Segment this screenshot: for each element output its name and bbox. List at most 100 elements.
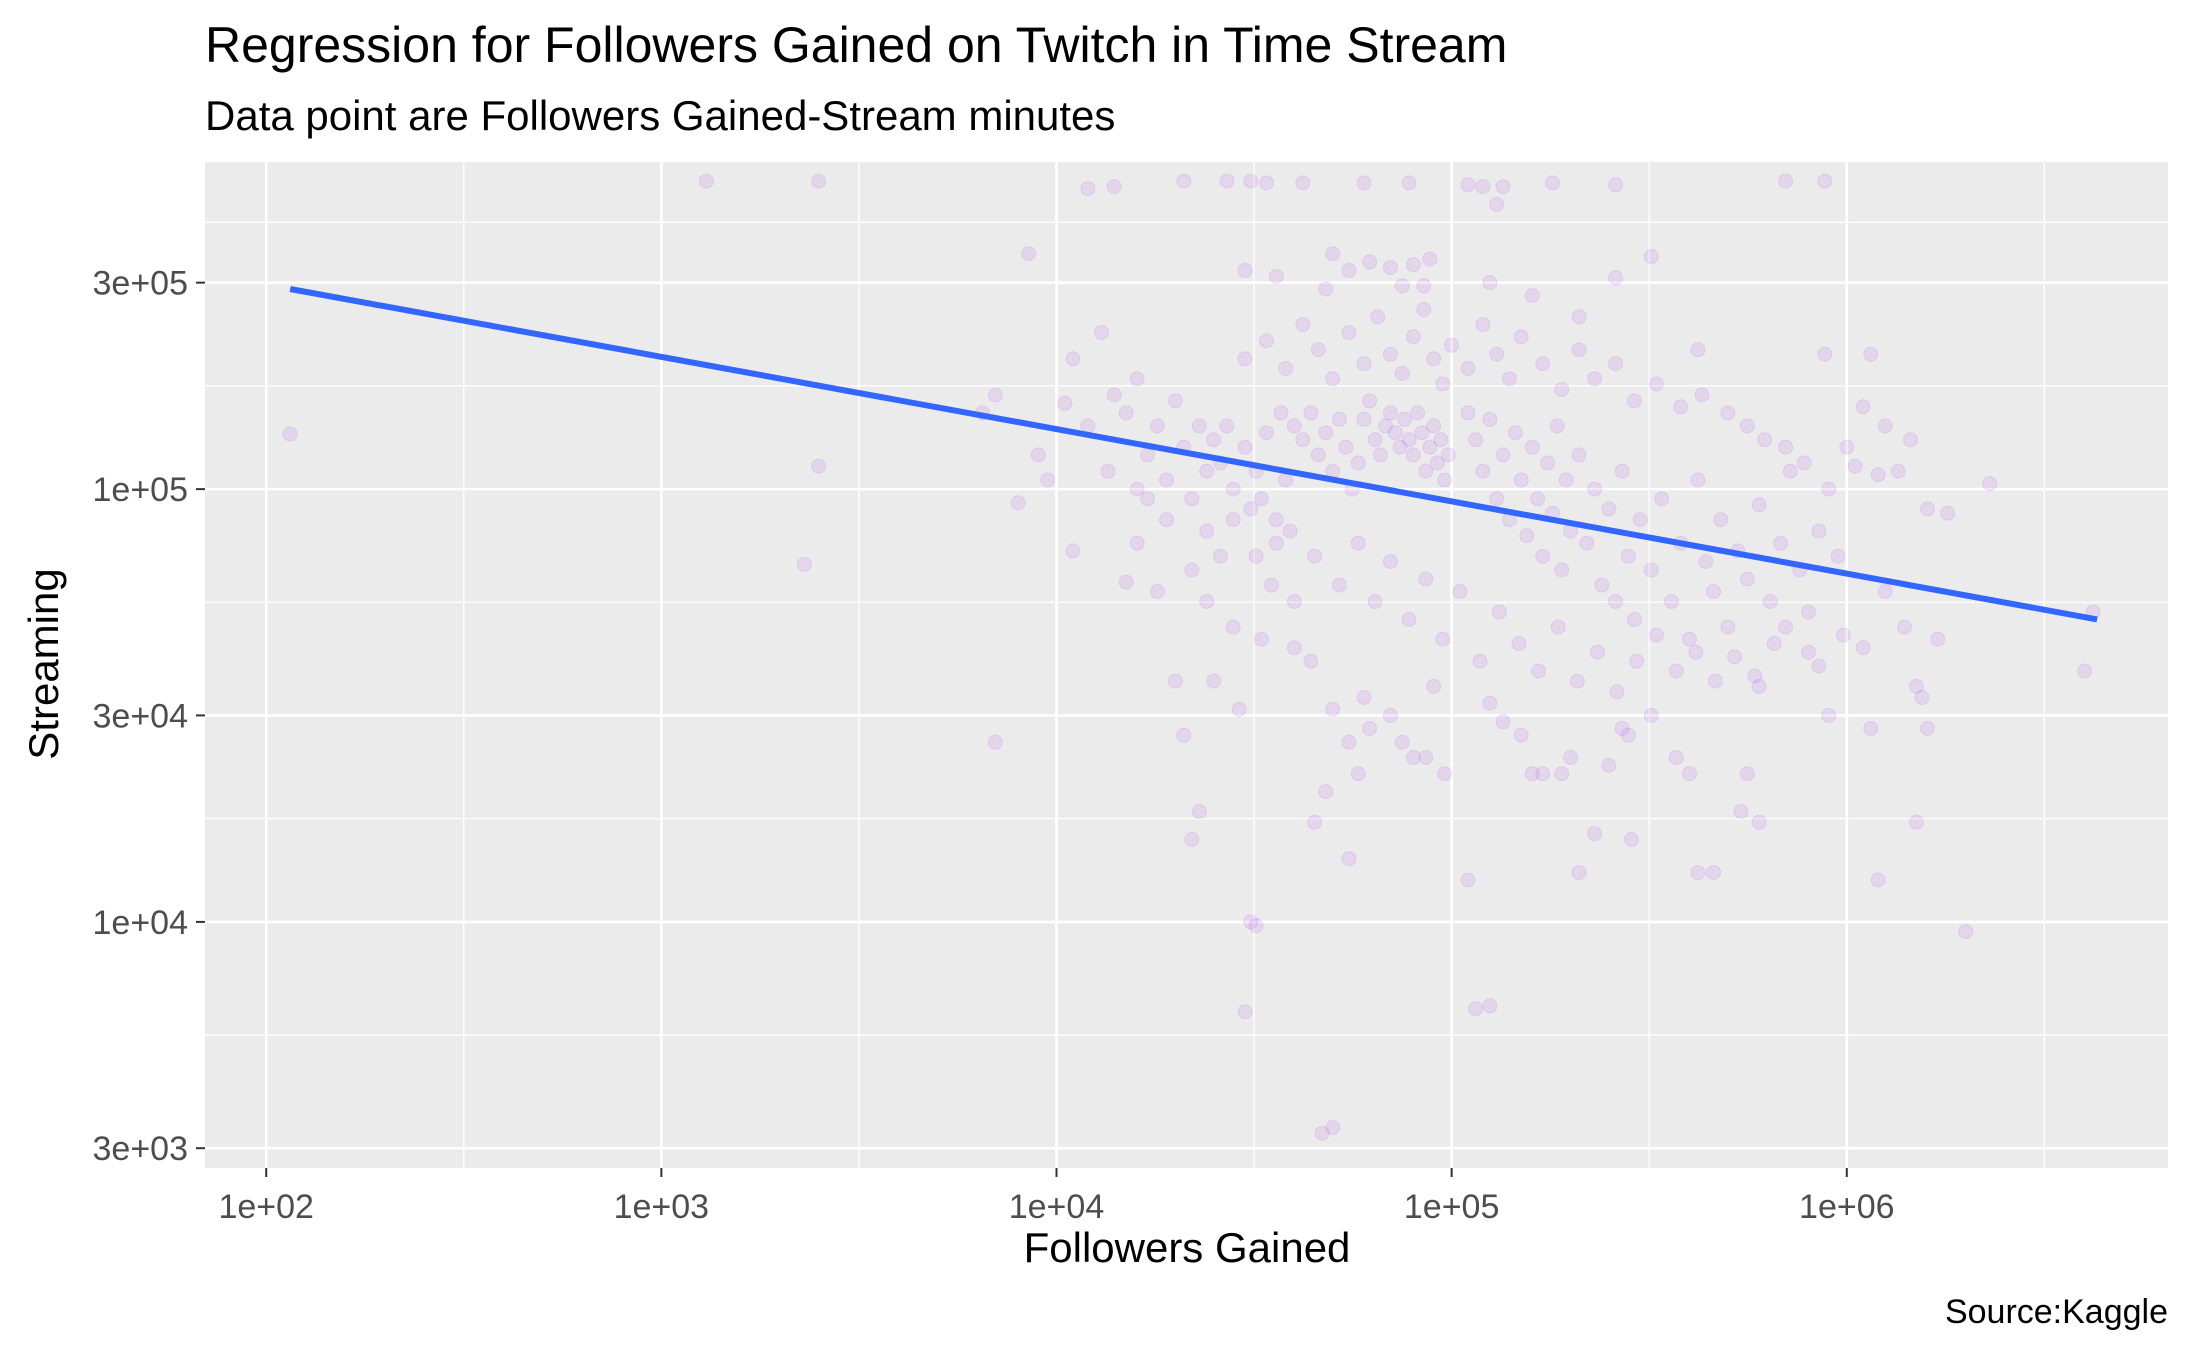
scatter-point — [1394, 366, 1410, 381]
chart-title: Regression for Followers Gained on Twitc… — [205, 17, 1507, 73]
scatter-point — [1394, 734, 1410, 750]
scatter-point — [1940, 505, 1956, 521]
scatter-point — [1608, 270, 1624, 286]
scatter-point — [1472, 653, 1488, 669]
scatter-point — [1010, 495, 1026, 511]
scatter-point — [1106, 179, 1122, 195]
scatter-point — [1418, 571, 1434, 587]
scatter-point — [1720, 405, 1736, 421]
scatter-point — [1325, 246, 1341, 262]
chart-subtitle: Data point are Followers Gained-Stream m… — [205, 92, 1115, 139]
scatter-point — [1507, 425, 1523, 441]
minor-gridlines — [205, 162, 2168, 1168]
scatter-point — [1452, 584, 1468, 599]
scatter-point — [987, 734, 1003, 750]
scatter-point — [1199, 463, 1215, 479]
scatter-point — [1325, 371, 1341, 387]
scatter-point — [1830, 548, 1846, 564]
scatter-point — [1579, 535, 1595, 551]
scatter-point — [1341, 325, 1357, 341]
scatter-point — [1370, 309, 1386, 325]
scatter-point — [1489, 491, 1505, 507]
scatter-point — [1382, 707, 1398, 723]
scatter-point — [1268, 269, 1284, 284]
scatter-point — [1303, 653, 1319, 669]
scatter-point — [1106, 387, 1122, 403]
scatter-point — [1437, 766, 1453, 782]
scatter-point — [1416, 278, 1432, 294]
scatter-point — [1259, 425, 1274, 441]
scatter-point — [1206, 432, 1222, 448]
scatter-point — [1213, 548, 1228, 564]
scatter-point — [1184, 491, 1200, 507]
scatter-point — [1545, 175, 1560, 191]
x-tick-label: 1e+06 — [1799, 1188, 1895, 1226]
scatter-point — [1751, 814, 1767, 830]
scatter-point — [1468, 432, 1484, 448]
scatter-point — [1259, 175, 1274, 191]
scatter-point — [1318, 281, 1334, 297]
scatter-point — [1394, 278, 1410, 294]
scatter-point — [1362, 393, 1378, 409]
scatter-point — [1535, 548, 1551, 564]
scatter-point — [1688, 644, 1704, 660]
scatter-point — [1350, 766, 1366, 782]
scatter-point — [1531, 663, 1547, 679]
scatter-point — [1614, 720, 1630, 736]
scatter-point — [1191, 418, 1207, 434]
scatter-point — [1243, 501, 1259, 517]
scatter-point — [1199, 523, 1215, 539]
scatter-point — [1248, 548, 1264, 564]
scatter-point — [1778, 173, 1794, 189]
scatter-point — [1890, 463, 1906, 479]
scatter-point — [1310, 447, 1326, 463]
chart-caption: Source:Kaggle — [1945, 1293, 2168, 1331]
y-tick-label: 3e+05 — [93, 265, 189, 303]
scatter-point — [1643, 562, 1659, 578]
scatter-point — [1118, 405, 1134, 421]
scatter-point — [1908, 678, 1924, 694]
scatter-point — [1401, 432, 1417, 448]
scatter-point — [1930, 631, 1946, 647]
scatter-point — [1278, 361, 1294, 376]
scatter-point — [1608, 177, 1624, 193]
scatter-point — [1264, 577, 1279, 593]
scatter-point — [1382, 260, 1398, 276]
scatter-point — [1382, 405, 1398, 421]
scatter-point — [1405, 257, 1421, 273]
scatter-point — [1307, 814, 1323, 830]
scatter-points — [282, 173, 2101, 1141]
scatter-point — [1811, 523, 1827, 539]
scatter-point — [1231, 701, 1247, 717]
scatter-point — [1401, 611, 1417, 627]
scatter-point — [1278, 472, 1294, 488]
scatter-point — [1495, 714, 1511, 730]
y-tick-label: 1e+05 — [93, 471, 189, 509]
scatter-point — [1690, 342, 1706, 358]
scatter-point — [1563, 749, 1579, 765]
scatter-point — [1569, 673, 1585, 689]
scatter-point — [1418, 463, 1434, 479]
scatter-point — [2077, 663, 2093, 679]
scatter-point — [1668, 663, 1684, 679]
scatter-point — [1590, 644, 1605, 660]
scatter-point — [1863, 346, 1879, 362]
scatter-point — [1513, 329, 1529, 345]
x-axis: 1e+02 1e+03 1e+04 1e+05 1e+06 — [218, 1168, 1895, 1226]
scatter-point — [1782, 463, 1798, 479]
scatter-point — [1378, 418, 1393, 434]
scatter-point — [1482, 275, 1498, 291]
x-tick-label: 1e+05 — [1404, 1188, 1500, 1226]
scatter-point — [1475, 179, 1491, 195]
scatter-point — [811, 173, 827, 189]
scatter-point — [1694, 387, 1710, 403]
scatter-point — [1397, 411, 1412, 427]
scatter-point — [1558, 472, 1574, 488]
x-tick-label: 1e+03 — [614, 1188, 710, 1226]
scatter-point — [1649, 376, 1664, 392]
scatter-point — [1550, 619, 1566, 635]
scatter-point — [1426, 351, 1442, 367]
scatter-point — [1414, 425, 1430, 441]
scatter-point — [1707, 673, 1723, 689]
